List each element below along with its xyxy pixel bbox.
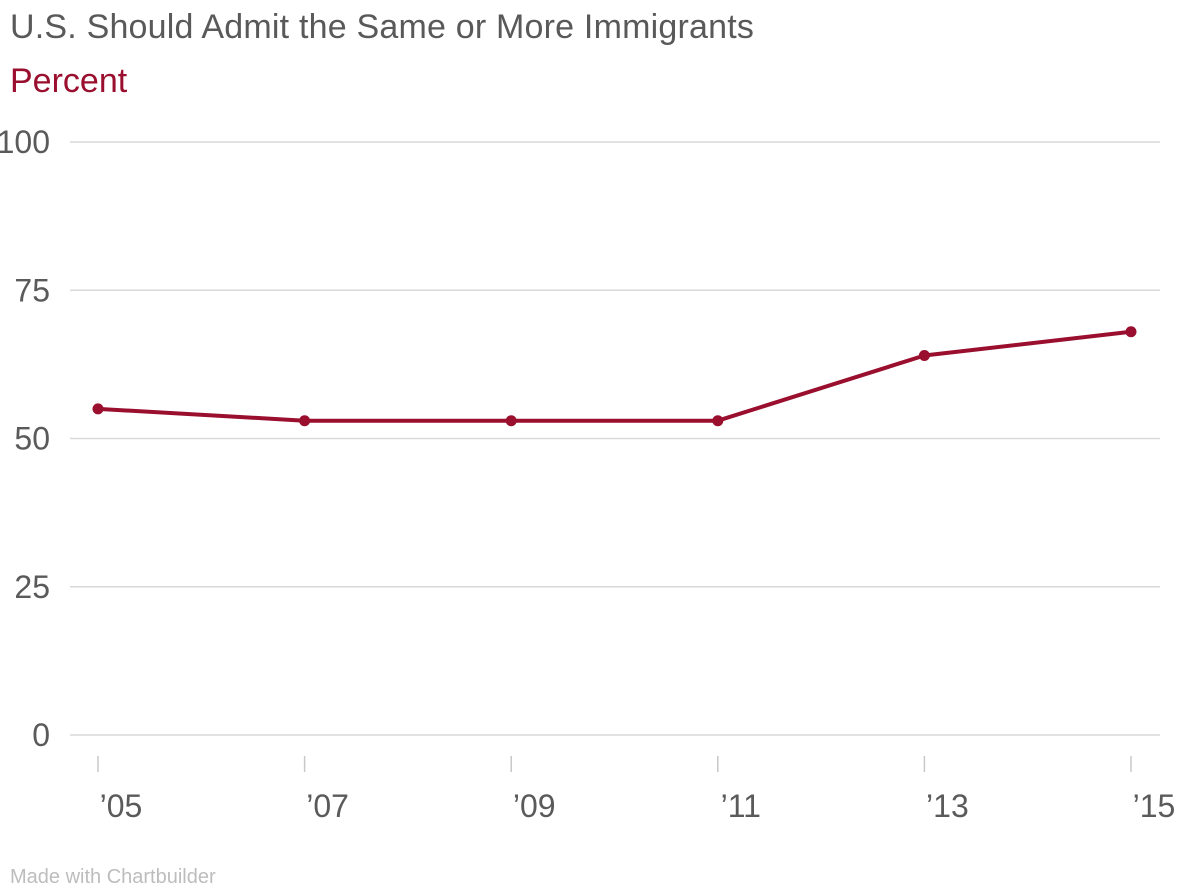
chart-title: U.S. Should Admit the Same or More Immig…: [10, 8, 755, 46]
series-line-0: [96, 329, 1133, 423]
y-tick-label-100: 100: [0, 124, 50, 160]
x-axis: ’05 ’07 ’09 ’11 ’13 ’15: [97, 756, 1176, 824]
y-tick-label-25: 25: [14, 569, 50, 605]
chartbuilder-credit: Made with Chartbuilder: [10, 866, 216, 888]
x-tick-label-3: ’11: [721, 788, 761, 824]
chart-subtitle: Percent: [10, 62, 128, 100]
x-tick-label-1: ’07: [306, 788, 349, 824]
gridlines: [70, 141, 1160, 736]
data-point-09: [505, 415, 517, 427]
y-tick-label-75: 75: [14, 272, 50, 308]
x-tick-label-5: ’15: [1133, 788, 1176, 824]
y-axis-tick-labels: 0 25 50 75 100: [0, 124, 50, 753]
series-layer: [92, 326, 1137, 427]
x-tick-label-2: ’09: [513, 788, 556, 824]
x-tick-label-4: ’13: [926, 788, 969, 824]
y-tick-label-50: 50: [14, 421, 50, 457]
data-point-07: [299, 415, 311, 427]
y-tick-label-0: 0: [32, 717, 50, 753]
data-point-15: [1125, 326, 1137, 338]
data-point-11: [712, 415, 724, 427]
data-point-13: [918, 349, 930, 361]
x-tick-label-0: ’05: [100, 788, 143, 824]
data-point-05: [92, 403, 104, 415]
